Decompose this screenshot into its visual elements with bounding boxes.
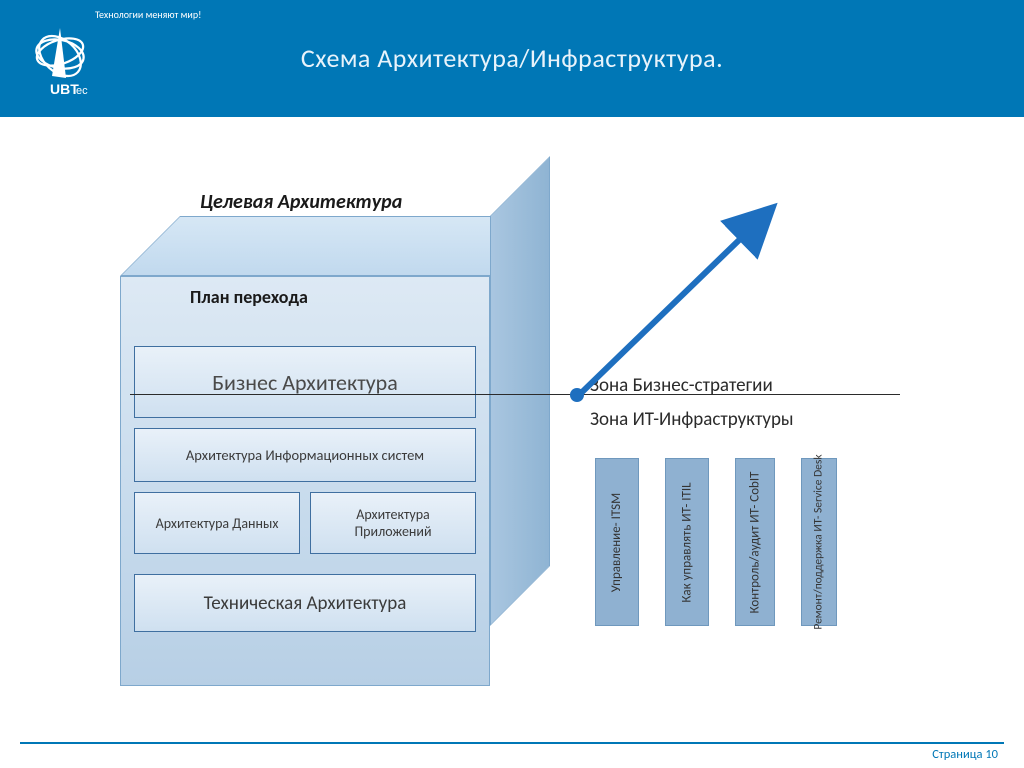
- pillar-cobit-label: Контроль/аудит ИТ- CobIT: [748, 471, 763, 613]
- pillar-service-desk-label: Ремонт/поддержка ИТ- Service Desk: [812, 454, 826, 629]
- footer-line: [20, 742, 1004, 744]
- slide: Технологии меняют мир! UBT ec Схема Архи…: [0, 0, 1024, 768]
- architecture-cube: Целевая Архитектура План перехода Бизнес…: [120, 216, 490, 686]
- layer-business-architecture: Бизнес Архитектура: [134, 346, 476, 418]
- svg-text:UBT: UBT: [50, 81, 79, 97]
- layer-info-systems-architecture: Архитектура Информационных систем: [134, 428, 476, 482]
- layer-data-architecture: Архитектура Данных: [134, 492, 300, 554]
- cube-side-face: [490, 156, 550, 626]
- pillar-cobit: Контроль/аудит ИТ- CobIT: [735, 458, 775, 626]
- slide-title: Схема Архитектура/Инфраструктура.: [0, 42, 1024, 74]
- svg-text:ec: ec: [76, 85, 88, 97]
- architecture-layers: Бизнес Архитектура Архитектура Информаци…: [134, 346, 476, 642]
- it-pillars: Управление- ITSM Как управлять ИТ- ITIL …: [595, 458, 837, 626]
- pillar-itsm-label: Управление- ITSM: [610, 492, 625, 591]
- header-bar: Технологии меняют мир! UBT ec Схема Архи…: [0, 0, 1024, 117]
- strategy-arrow-icon: [560, 198, 790, 408]
- pillar-service-desk: Ремонт/поддержка ИТ- Service Desk: [801, 458, 837, 626]
- pillar-itsm: Управление- ITSM: [595, 458, 639, 626]
- label-target-architecture: Целевая Архитектура: [200, 190, 402, 214]
- layer-technical-architecture: Техническая Архитектура: [134, 574, 476, 632]
- tagline: Технологии меняют мир!: [95, 8, 201, 21]
- layer-apps-architecture: Архитектура Приложений: [310, 492, 476, 554]
- cube-top-face: [120, 216, 550, 276]
- page-number: Страница 10: [932, 747, 998, 762]
- pillar-itil: Как управлять ИТ- ITIL: [665, 458, 709, 626]
- label-transition-plan: План перехода: [190, 286, 308, 308]
- pillar-itil-label: Как управлять ИТ- ITIL: [680, 482, 695, 602]
- label-it-infrastructure-zone: Зона ИТ-Инфраструктуры: [590, 408, 794, 431]
